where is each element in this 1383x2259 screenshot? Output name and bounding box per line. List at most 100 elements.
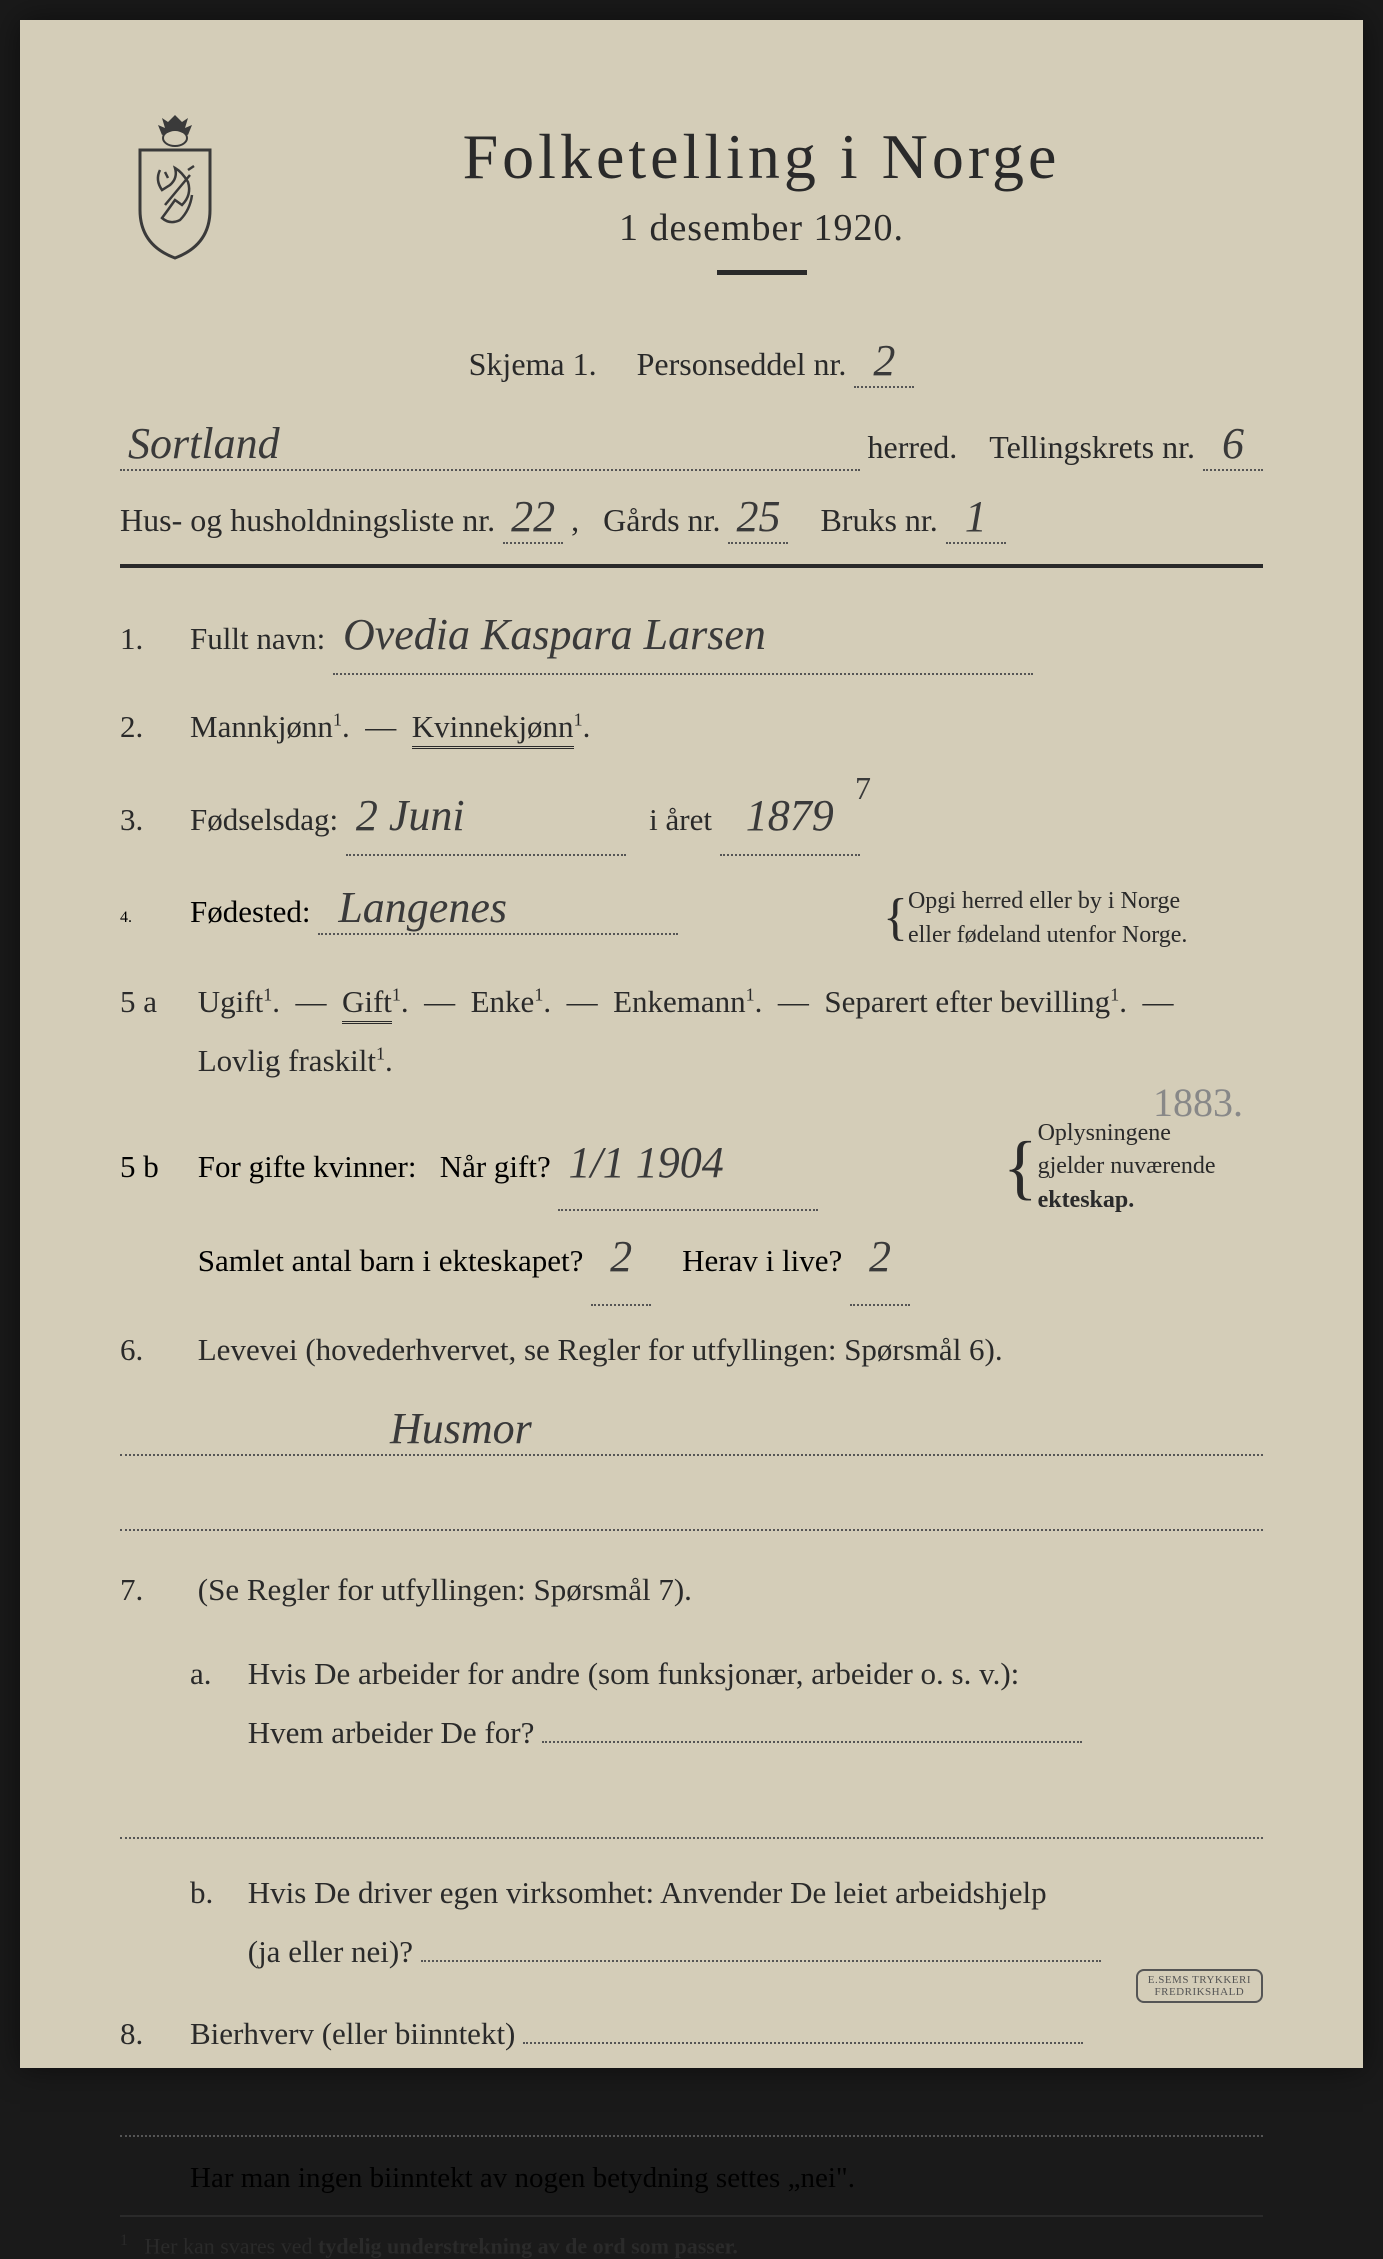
footnote-divider: [120, 2215, 1263, 2217]
q7-label: (Se Regler for utfyllingen: Spørsmål 7).: [198, 1572, 692, 1607]
q5a-enke: Enke: [471, 984, 535, 1019]
q8-blank-line: [120, 2087, 1263, 2137]
coat-of-arms-icon: [120, 110, 230, 260]
printer-line1: E.SEMS TRYKKERI: [1148, 1974, 1251, 1986]
q8-blank: [523, 2042, 1083, 2044]
bruks-nr: 1: [946, 491, 1006, 544]
main-title: Folketelling i Norge: [260, 120, 1263, 194]
q8-label: Bierhverv (eller biinntekt): [190, 2016, 515, 2051]
q5b-label4: Herav i live?: [682, 1243, 842, 1278]
q7a-blank: [542, 1741, 1082, 1743]
q7a-num: a.: [190, 1645, 240, 1704]
q3-day-value: 2 Juni: [346, 779, 626, 856]
q7-num: 7.: [120, 1561, 190, 1620]
q6-label: Levevei (hovederhvervet, se Regler for u…: [198, 1332, 1003, 1367]
question-7: 7. (Se Regler for utfyllingen: Spørsmål …: [120, 1561, 1263, 1620]
q7b-line2: (ja eller nei)?: [248, 1934, 413, 1969]
q5b-num: 5 b: [120, 1134, 190, 1199]
title-block: Folketelling i Norge 1 desember 1920.: [260, 110, 1263, 315]
skjema-label: Skjema 1.: [469, 346, 597, 382]
question-7b: b. Hvis De driver egen virksomhet: Anven…: [120, 1864, 1263, 1982]
footnote: 1 Her kan svares ved tydelig understrekn…: [120, 2232, 1263, 2259]
q5a-gift-selected: Gift: [342, 984, 392, 1024]
q6-num: 6.: [120, 1321, 190, 1380]
q5a-num: 5 a: [120, 973, 190, 1032]
q7a-line2: Hvem arbeider De for?: [248, 1715, 535, 1750]
q8-num: 8.: [120, 2008, 190, 2061]
q7b-blank: [421, 1960, 1101, 1962]
printer-mark: E.SEMS TRYKKERI FREDRIKSHALD: [1136, 1969, 1263, 2003]
q2-male: Mannkjønn: [190, 709, 333, 744]
gards-label: Gårds nr.: [603, 502, 720, 539]
q5b-label1: For gifte kvinner:: [198, 1149, 417, 1184]
bruks-label: Bruks nr.: [820, 502, 937, 539]
q5b-note-line1: Oplysningene: [1038, 1120, 1171, 1146]
q5b-gift-value: 1/1 1904: [558, 1117, 818, 1211]
form-meta-line-3: Hus- og husholdningsliste nr. 22 , Gårds…: [120, 491, 1263, 544]
q4-note: { Opgi herred eller by i Norge eller fød…: [883, 882, 1263, 955]
question-8: 8. Bierhverv (eller biinntekt): [120, 2008, 1263, 2061]
q4-value: Langenes: [318, 882, 678, 935]
q4-note-line1: Opgi herred eller by i Norge: [908, 888, 1180, 914]
q5a-fraskilt: Lovlig fraskilt: [198, 1043, 376, 1078]
q7b-line1: Hvis De driver egen virksomhet: Anvender…: [248, 1875, 1047, 1910]
q7b-num: b.: [190, 1864, 240, 1923]
q4-num: 4.: [120, 909, 190, 927]
q4-note-line2: eller fødeland utenfor Norge.: [908, 922, 1187, 948]
gards-nr: 25: [728, 491, 788, 544]
krets-label: Tellingskrets nr.: [989, 429, 1195, 466]
q5b-label2: Når gift?: [440, 1149, 551, 1184]
herred-label: herred.: [868, 429, 958, 466]
question-1: 1. Fullt navn: Ovedia Kaspara Larsen: [120, 598, 1263, 675]
q3-label: Fødselsdag:: [190, 802, 338, 837]
q5b-barn-value: 2: [591, 1211, 651, 1305]
hushold-nr: 22: [503, 491, 563, 544]
q5b-note: 1883. { Oplysningene gjelder nuværende e…: [1003, 1117, 1263, 1218]
q7a-blank-line: [120, 1789, 1263, 1839]
footnote-num: 1: [120, 2232, 128, 2249]
personseddel-nr: 2: [854, 335, 914, 388]
q3-year-correction: 7: [855, 761, 871, 815]
question-5a: 5 a Ugift1. — Gift1. — Enke1. — Enkemann…: [120, 973, 1263, 1091]
question-6: 6. Levevei (hovederhvervet, se Regler fo…: [120, 1321, 1263, 1380]
printer-line2: FREDRIKSHALD: [1155, 1986, 1245, 1998]
q7a-line1: Hvis De arbeider for andre (som funksjon…: [248, 1656, 1020, 1691]
q5b-label3: Samlet antal barn i ekteskapet?: [198, 1243, 584, 1278]
question-5b: 5 b For gifte kvinner: Når gift? 1/1 190…: [120, 1117, 1263, 1306]
q5a-enkemann: Enkemann: [613, 984, 746, 1019]
subtitle: 1 desember 1920.: [260, 206, 1263, 250]
q6-answer-line: Husmor: [120, 1406, 1263, 1456]
herred-value: Sortland: [120, 418, 860, 471]
question-2: 2. Mannkjønn1. — Kvinnekjønn1.: [120, 701, 1263, 754]
q3-year-label: i året: [649, 802, 712, 837]
q6-blank-line: [120, 1481, 1263, 1531]
q5a-separert: Separert efter bevilling: [824, 984, 1110, 1019]
hushold-label: Hus- og husholdningsliste nr.: [120, 502, 495, 539]
norway-coat-of-arms: [120, 110, 230, 260]
q5a-ugift: Ugift: [198, 984, 263, 1019]
q8-note: Har man ingen biinntekt av nogen betydni…: [120, 2162, 1263, 2195]
pencil-annotation: 1883.: [1153, 1075, 1243, 1131]
form-meta-line-2: Sortland herred. Tellingskrets nr. 6: [120, 418, 1263, 471]
q1-num: 1.: [120, 613, 190, 666]
header-section: Folketelling i Norge 1 desember 1920.: [120, 110, 1263, 315]
personseddel-label: Personseddel nr.: [637, 346, 847, 382]
q1-value: Ovedia Kaspara Larsen: [333, 598, 1033, 675]
question-7a: a. Hvis De arbeider for andre (som funks…: [120, 1645, 1263, 1763]
q3-num: 3.: [120, 794, 190, 847]
q4-label: Fødested:: [190, 894, 311, 929]
q1-label: Fullt navn:: [190, 621, 325, 656]
q6-value: Husmor: [190, 1403, 532, 1454]
q3-year-value: 1879: [720, 779, 860, 856]
q5b-live-value: 2: [850, 1211, 910, 1305]
krets-nr: 6: [1203, 418, 1263, 471]
form-meta-line-1: Skjema 1. Personseddel nr. 2: [120, 335, 1263, 388]
question-4: 4. Fødested: Langenes { Opgi herred elle…: [120, 882, 1263, 955]
q2-num: 2.: [120, 701, 190, 754]
section-divider: [120, 564, 1263, 568]
question-3: 3. Fødselsdag: 2 Juni i året 1879 7: [120, 779, 1263, 856]
title-divider: [717, 270, 807, 275]
q2-female-selected: Kvinnekjønn: [412, 709, 574, 749]
q5b-note-line3: ekteskap.: [1038, 1187, 1135, 1213]
census-form-page: Folketelling i Norge 1 desember 1920. Sk…: [20, 20, 1363, 2068]
